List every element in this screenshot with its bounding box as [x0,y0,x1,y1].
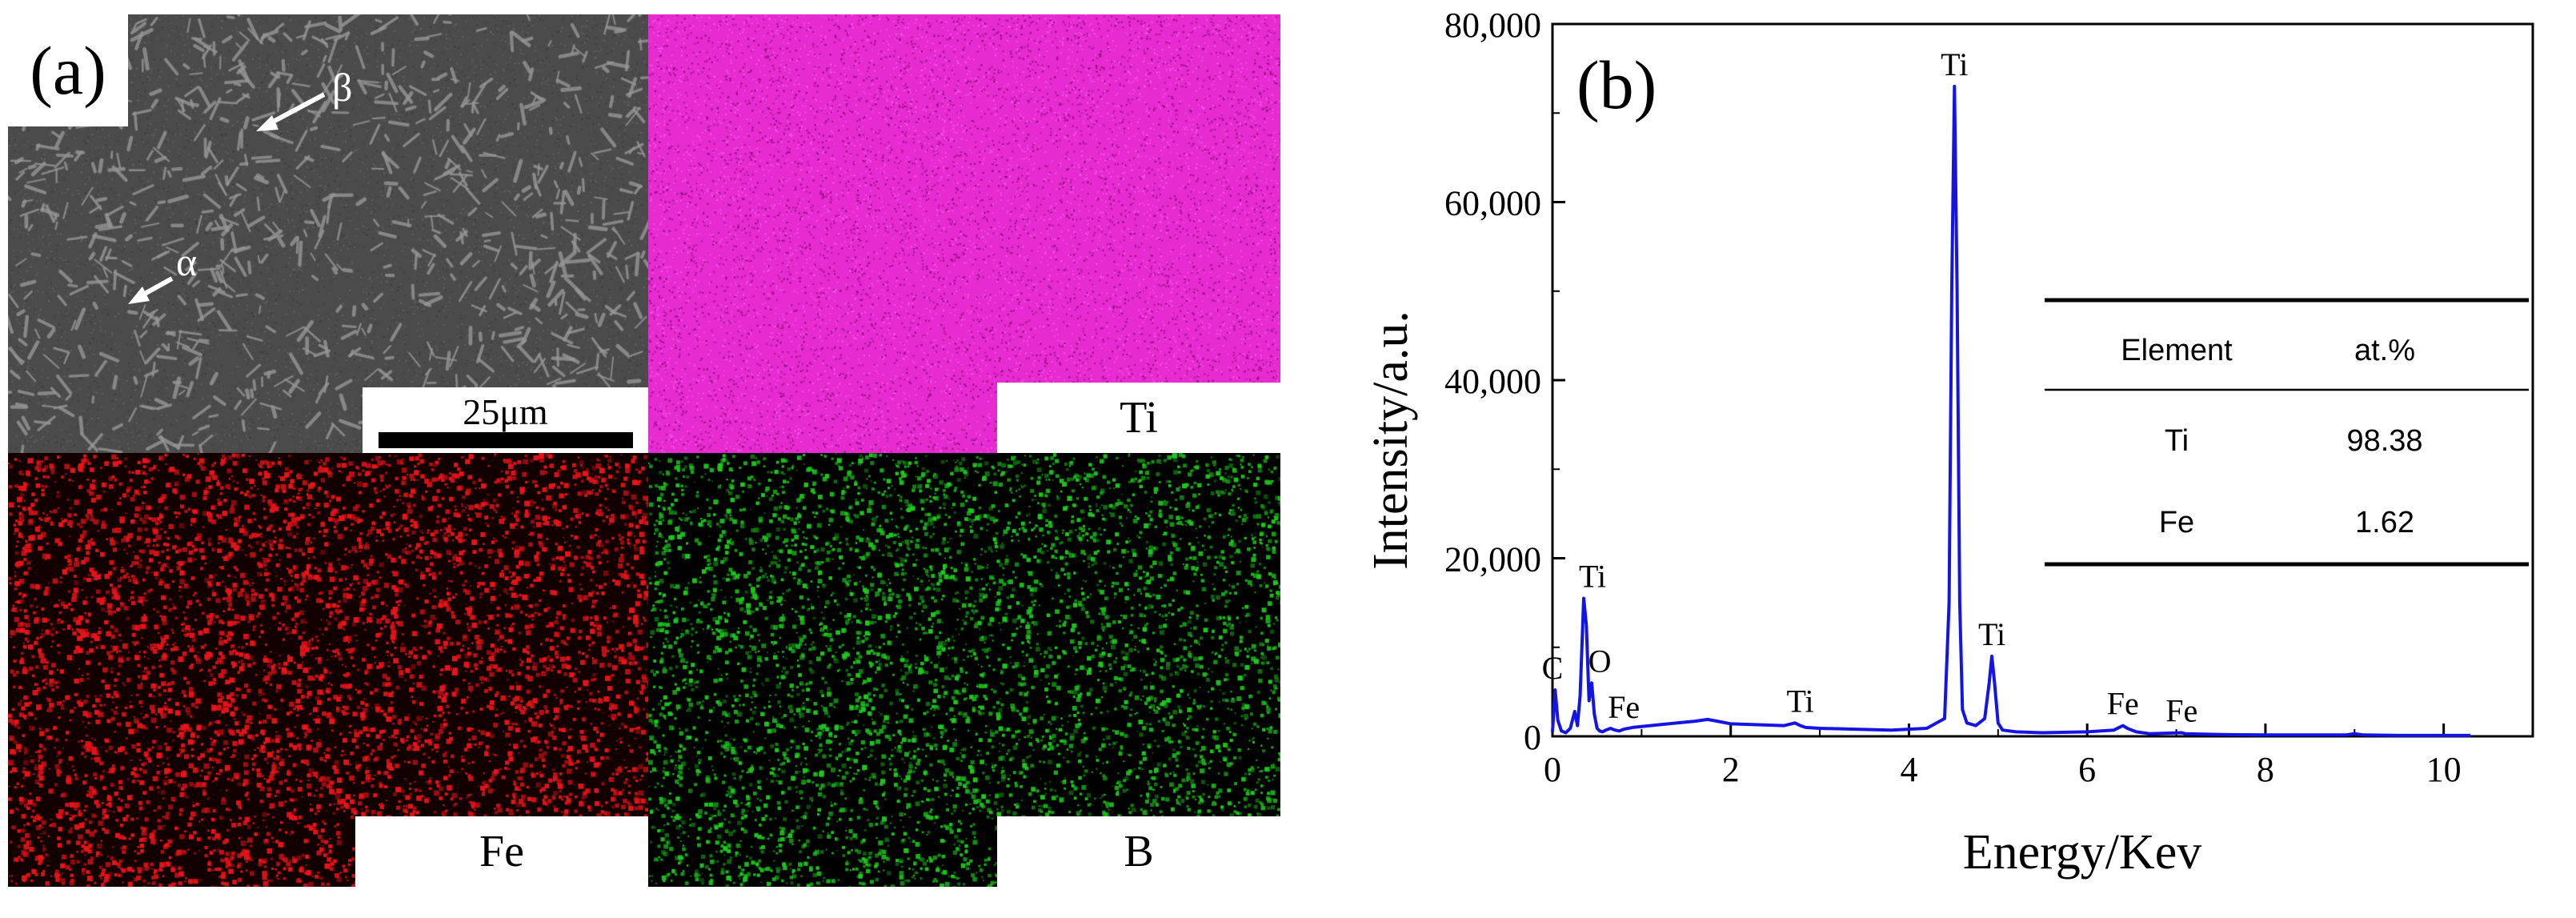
panel-a-letter: (a) [8,14,128,126]
phase-arrows [128,92,326,304]
panel-b: 0 20,000 40,000 60,000 80,000 0 2 4 6 8 10 Ti Ti Ti… [1312,0,2576,914]
table-cell-value: 98.38 [2346,424,2422,458]
composition-table: Element at.% Ti 98.38 Fe 1.62 [2045,298,2529,567]
peak-label: C [1542,650,1564,686]
b-map-texture [648,453,1280,887]
ti-map-label: Ti [997,383,1280,453]
scale-bar-label: 25μm [463,391,548,432]
peak-label: Ti [1579,559,1606,595]
x-axis-label: Energy/Kev [1963,825,2201,880]
x-tick-label: 4 [1900,750,1917,789]
y-axis-label: Intensity/a.u. [1364,311,1418,570]
ti-map-texture [648,14,1280,453]
x-tick-label: 10 [2426,750,2462,789]
peak-label: Fe [2107,686,2139,722]
x-axis-ticks: 0 2 4 6 8 10 [1544,724,2462,789]
plot-frame [1551,22,2534,738]
scale-bar-box: 25μm [363,387,648,453]
table-cell-element: Fe [2159,506,2194,539]
panel-b-letter: (b) [1576,46,1657,123]
beta-arrowhead [256,115,278,131]
fe-map-texture [8,453,648,887]
peak-label: Ti [1941,46,1968,82]
x-tick-label: 8 [2257,750,2274,789]
x-tick-label: 6 [2078,750,2096,789]
peak-label: Ti [1978,616,2005,652]
table-cell-element: Ti [2165,424,2189,458]
b-map: B [648,453,1280,887]
peak-label: Fe [2165,693,2197,729]
alpha-arrowhead [128,287,150,304]
fe-map: Fe [8,453,648,887]
table-header-atpct: at.% [2354,334,2415,367]
beta-label: β [332,65,353,110]
y-axis-ticks: 0 20,000 40,000 60,000 80,000 [1444,6,1565,757]
table-cell-value: 1.62 [2355,506,2414,539]
peak-label: Ti [1787,683,1814,719]
y-tick-label: 0 [1524,718,1541,757]
peak-label: O [1588,643,1612,679]
plot-border [1551,22,2534,738]
peak-labels: Ti Ti Ti Ti C O Fe Fe Fe [1542,46,2198,729]
y-tick-label: 60,000 [1444,184,1541,223]
b-map-label: B [997,816,1280,887]
ti-map: Ti [648,14,1280,453]
y-tick-label: 40,000 [1444,362,1541,401]
y-tick-label: 80,000 [1444,6,1541,45]
x-tick-label: 0 [1544,750,1561,789]
scale-bar [379,432,633,448]
fe-map-label: Fe [355,816,648,887]
spectrum-line [1551,84,2470,737]
peak-label: Fe [1608,689,1640,725]
series-layer [1551,84,2470,737]
x-tick-label: 2 [1722,750,1740,789]
y-tick-label: 20,000 [1444,540,1541,579]
table-header-element: Element [2121,334,2233,367]
alpha-label: α [176,239,198,284]
panel-a: β α 25μm (a) Ti Fe B [0,0,1288,914]
